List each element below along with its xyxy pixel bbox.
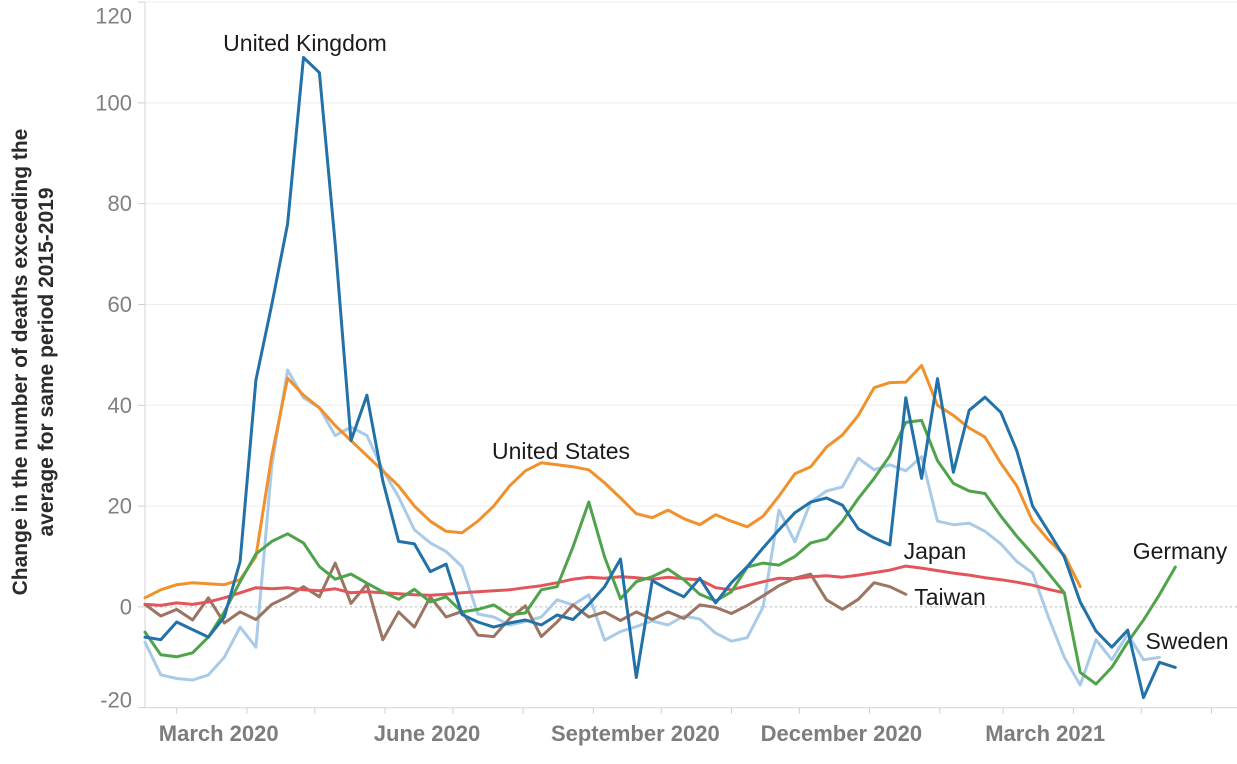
series-line-japan xyxy=(143,564,1066,607)
x-tick-label-september-2020: September 2020 xyxy=(551,721,720,746)
annotation-germany: Germany xyxy=(1133,538,1228,564)
series-line-sweden xyxy=(143,368,1161,687)
annotation-united-kingdom: United Kingdom xyxy=(223,30,387,56)
x-tick-label-june-2020: June 2020 xyxy=(374,721,480,746)
series-line-united-states xyxy=(143,364,1082,600)
y-tick-label-40: 40 xyxy=(108,393,132,418)
y-tick-label-0: 0 xyxy=(120,594,132,619)
annotation-united-states: United States xyxy=(492,438,630,464)
x-tick-label-march-2020: March 2020 xyxy=(159,721,279,746)
series-line-united-kingdom xyxy=(143,56,1177,700)
annotation-sweden: Sweden xyxy=(1145,628,1228,654)
y-tick-label--20: -20 xyxy=(100,688,132,713)
y-tick-label-100: 100 xyxy=(95,90,132,115)
series-line-germany xyxy=(143,418,1177,686)
x-tick-label-march-2021: March 2021 xyxy=(985,721,1105,746)
annotation-taiwan: Taiwan xyxy=(914,584,986,610)
y-tick-label-120: 120 xyxy=(95,4,132,29)
x-tick-label-december-2020: December 2020 xyxy=(761,721,922,746)
y-tick-label-80: 80 xyxy=(108,191,132,216)
y-tick-label-60: 60 xyxy=(108,292,132,317)
series-line-taiwan xyxy=(143,561,908,642)
annotation-japan: Japan xyxy=(904,538,967,564)
y-tick-label-20: 20 xyxy=(108,494,132,519)
